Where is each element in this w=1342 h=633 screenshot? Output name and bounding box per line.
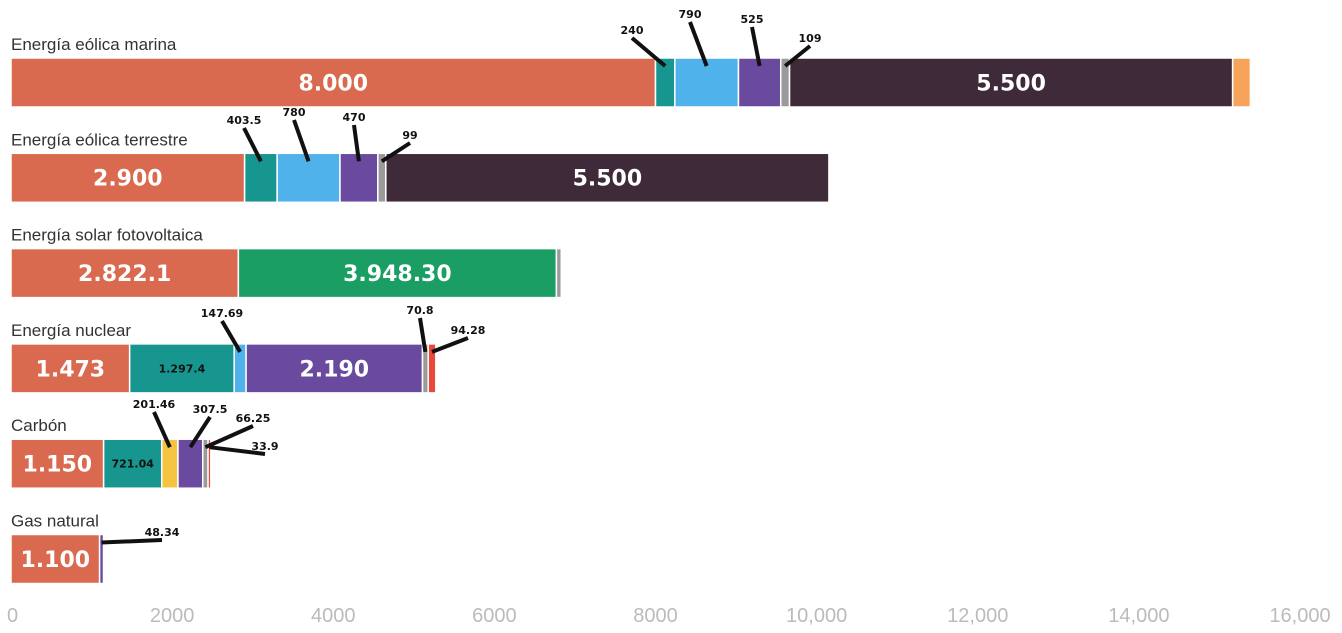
callout-line: [204, 424, 254, 450]
segment-value-label: 5.500: [976, 71, 1046, 96]
segment-value-label: 1.150: [23, 453, 93, 478]
bar-segment: [788, 57, 1234, 108]
bar-segment: [102, 438, 163, 489]
bar-segment: [555, 247, 563, 299]
x-tick-label: 10,000: [786, 605, 847, 627]
bar-segment: [245, 343, 424, 394]
callout-line: [688, 21, 709, 67]
callout-value-label: 780: [283, 106, 306, 119]
x-tick-label: 4000: [311, 605, 356, 627]
callout-value-label: 33.9: [251, 440, 278, 453]
callout-line: [242, 127, 263, 163]
callout-value-label: 403.5: [227, 114, 262, 127]
callout-line: [209, 445, 266, 456]
bar-group: Gas natural 1.100: [10, 512, 105, 585]
bar-segment: [128, 343, 235, 394]
segment-value-label: 721.04: [111, 458, 154, 471]
callout-value-label: 99: [402, 129, 417, 142]
segment-value-label: 5.500: [573, 167, 643, 192]
callout-value-label: 147.69: [201, 307, 243, 320]
segment-value-label: 1.100: [21, 548, 91, 573]
callout-value-label: 307.5: [193, 403, 228, 416]
bar-group: Energía solar fotovoltaica 2.822.1 3.948.3…: [10, 226, 563, 299]
x-tick-label: 16,000: [1269, 605, 1330, 627]
x-tick-label: 6000: [472, 605, 517, 627]
callout-line: [101, 538, 163, 545]
callout-value-label: 109: [799, 32, 822, 45]
bar-group: Energía nuclear 1.473 1.297.4 2.190: [10, 321, 437, 394]
bar-segment: [237, 247, 558, 299]
x-axis: 0 2000 4000 6000 8000 10,000 12,000 14,000 16,00…: [7, 605, 1331, 627]
category-label: Gas natural: [11, 512, 99, 531]
callout-value-label: 48.34: [145, 526, 180, 539]
callout-line: [220, 319, 242, 353]
callout-value-label: 94.28: [451, 324, 486, 337]
segment-value-label: 2.822.1: [78, 262, 171, 287]
callouts-layer: 240 790 525 109 403.5 780 470 99 147.69 70.8 94.28…: [101, 8, 822, 545]
bar-segment: [1231, 57, 1252, 108]
bar-segment: [674, 57, 740, 108]
bar-segment: [10, 57, 657, 108]
bar-segment: [207, 438, 212, 489]
callout-line: [431, 336, 469, 354]
callout-value-label: 470: [343, 111, 366, 124]
callout-value-label: 240: [621, 24, 644, 37]
callout-line: [352, 124, 361, 162]
callout-line: [783, 44, 812, 68]
callout-value-label: 201.46: [133, 398, 176, 411]
segment-value-label: 1.297.4: [159, 362, 206, 375]
bar-segment: [276, 152, 341, 204]
callout-line: [630, 36, 667, 68]
category-label: Energía eólica marina: [11, 35, 177, 54]
bar-segment: [427, 343, 437, 394]
segment-value-label: 8.000: [298, 71, 368, 96]
segment-value-label: 2.190: [300, 357, 370, 382]
callout-line: [292, 119, 311, 162]
callout-line: [152, 411, 172, 449]
category-label: Energía eólica terrestre: [11, 130, 188, 149]
x-tick-label: 2000: [150, 605, 195, 627]
category-label: Carbón: [11, 416, 67, 435]
callout-line: [418, 317, 428, 353]
segment-value-label: 2.900: [93, 167, 163, 192]
bar-segment: [243, 152, 278, 204]
bar-group: Energía eólica terrestre 2.900 5.500: [10, 130, 830, 204]
callout-value-label: 525: [741, 13, 764, 26]
bar-segment: [10, 152, 246, 204]
bar-group: Energía eólica marina 8.000 5.500: [10, 35, 1252, 108]
bar-segment: [10, 438, 105, 489]
x-tick-label: 14,000: [1108, 605, 1169, 627]
callout-value-label: 70.8: [406, 304, 433, 317]
category-label: Energía solar fotovoltaica: [11, 226, 203, 245]
bar-segment: [177, 438, 204, 489]
bar-segment: [10, 247, 240, 299]
x-tick-label: 12,000: [947, 605, 1008, 627]
bar-segment: [737, 57, 782, 108]
bar-segment: [98, 533, 105, 585]
category-label: Energía nuclear: [11, 321, 131, 340]
callout-line: [750, 26, 762, 67]
callout-value-label: 66.25: [236, 412, 271, 425]
callout-value-label: 790: [679, 8, 702, 21]
bar-segment: [385, 152, 830, 204]
bar-group: Carbón 1.150 721.04: [10, 416, 212, 489]
segment-value-label: 1.473: [36, 357, 106, 382]
x-tick-label: 8000: [633, 605, 678, 627]
callout-line: [380, 141, 412, 163]
segment-value-label: 3.948.30: [343, 262, 452, 287]
callout-line: [188, 415, 212, 449]
x-tick-label: 0: [7, 605, 18, 627]
